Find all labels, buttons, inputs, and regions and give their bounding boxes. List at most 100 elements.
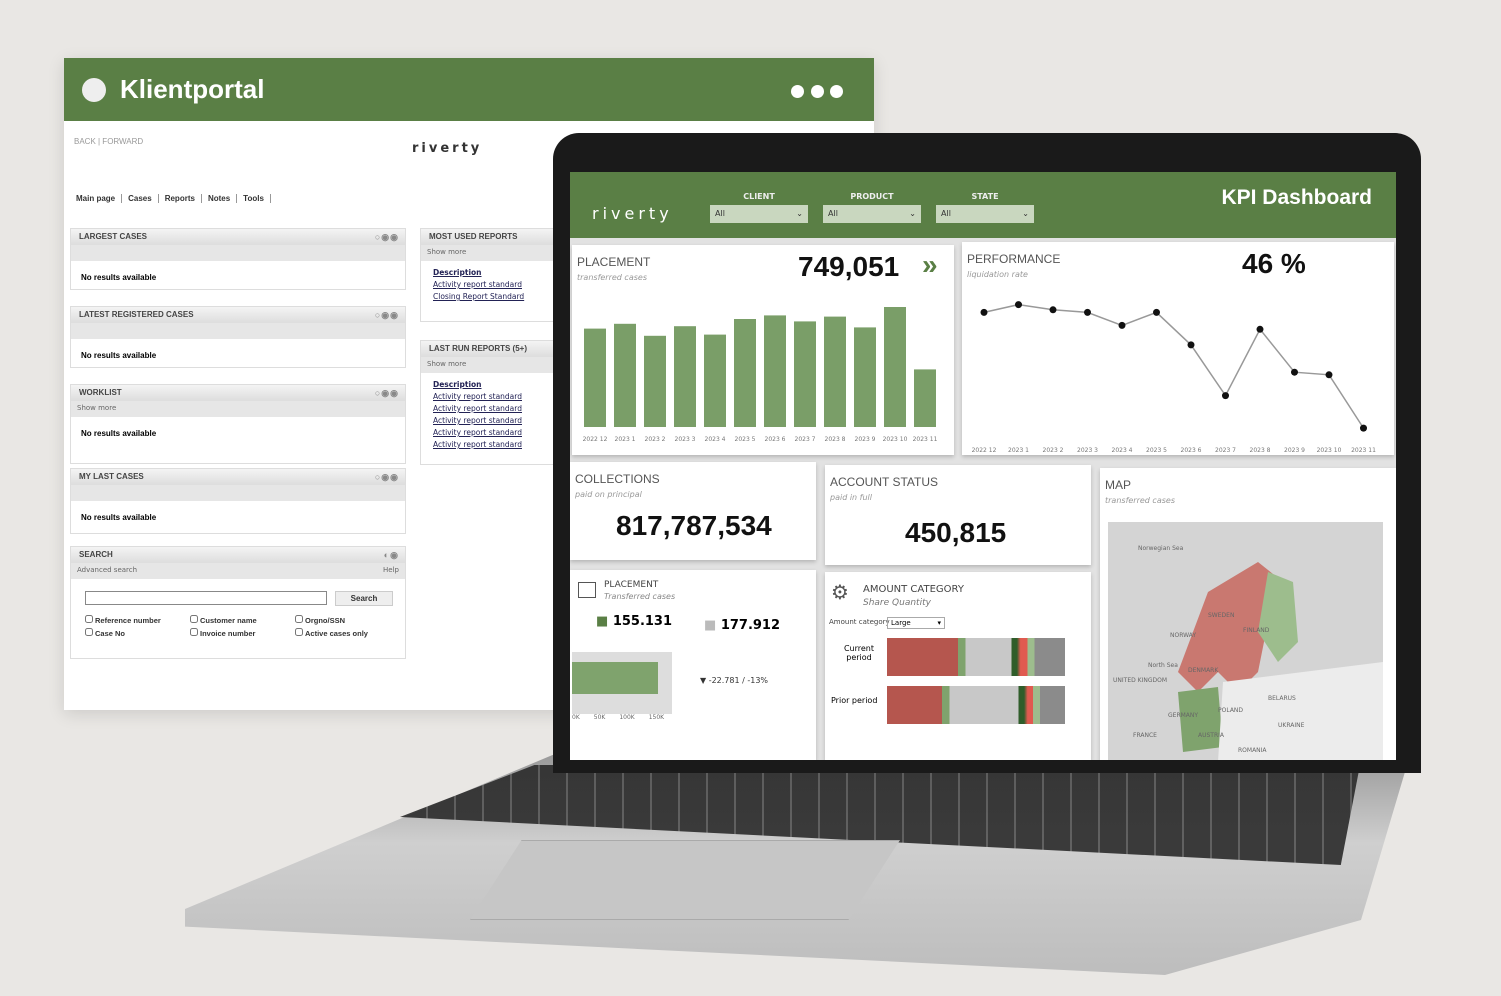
axis-tick: 50K — [593, 714, 606, 721]
x-tick-label: 2023 1 — [615, 436, 636, 443]
checkbox-customer-name[interactable]: Customer name — [190, 615, 295, 625]
report-link[interactable]: Activity report standard — [433, 428, 522, 437]
widget-my-last-cases: MY LAST CASES ○◉◉ No results available — [70, 468, 406, 534]
widget-title: WORKLIST — [79, 388, 122, 397]
search-title: SEARCH ◐◉ — [71, 547, 405, 563]
search-button[interactable]: Search — [335, 591, 393, 606]
advanced-search-link[interactable]: Advanced search — [77, 566, 138, 574]
checkbox-reference-number[interactable]: Reference number — [85, 615, 190, 625]
widget-controls-icon[interactable]: ○◉◉ — [374, 472, 399, 482]
most-used-reports: MOST USED REPORTS Show more Description A… — [420, 228, 554, 322]
menu-item-main-page[interactable]: Main page — [76, 194, 123, 203]
bar-2023-8 — [824, 316, 846, 427]
bar-2023-3 — [674, 326, 696, 427]
bar-2023-1 — [614, 323, 636, 427]
filter-product-select[interactable]: All ⌄ — [823, 205, 921, 223]
widget-title: LATEST REGISTERED CASES — [79, 310, 194, 319]
axis-tick: 150K — [648, 714, 665, 721]
help-link[interactable]: Help — [383, 566, 399, 574]
x-tick-label: 2023 1 — [1008, 447, 1029, 454]
report-link[interactable]: Activity report standard — [433, 404, 522, 413]
point-2023-5 — [1153, 308, 1160, 316]
last-run-reports: LAST RUN REPORTS (5+) Show more Descript… — [420, 340, 554, 465]
laptop-trackpad — [470, 840, 900, 920]
axis-tick: 0K — [572, 714, 580, 721]
amount-category-panel: ⚙ AMOUNT CATEGORY Share Quantity Amount … — [825, 572, 1091, 760]
europe-map[interactable]: Norwegian Sea SWEDEN NORWAY FINLAND North Se… — [1108, 522, 1383, 760]
checkbox-orgno-ssn[interactable]: Orgno/SSN — [295, 615, 395, 625]
show-more-link[interactable] — [71, 245, 405, 261]
axis-tick: 100K — [619, 714, 635, 721]
search-widget: SEARCH ◐◉ Advanced search Help Search Refe… — [70, 546, 406, 659]
chevron-down-icon: ⌄ — [1022, 209, 1029, 218]
placement-bar-chart: 2022 12 2023 1 2023 2 2023 3 2023 4 2023 5 202… — [583, 307, 938, 443]
x-tick-label: 2023 8 — [1250, 447, 1271, 454]
performance-line — [983, 303, 1365, 429]
x-tick-label: 2023 2 — [645, 436, 666, 443]
widget-worklist: WORKLIST ○◉◉ Show more No results available — [70, 384, 406, 464]
x-tick-label: 2023 9 — [855, 436, 876, 443]
show-more-link[interactable]: Show more — [421, 245, 553, 261]
collections-value: 817,787,534 — [616, 510, 772, 541]
report-link[interactable]: Closing Report Standard — [433, 292, 525, 301]
amount-category-select[interactable]: Large ▾ — [887, 617, 945, 629]
filter-state-select[interactable]: All ⌄ — [936, 205, 1034, 223]
show-more-link[interactable] — [71, 323, 405, 339]
chevron-down-icon: ⌄ — [909, 209, 916, 218]
point-2023-10 — [1325, 371, 1333, 379]
filter-client-select[interactable]: All ⌄ — [710, 205, 808, 223]
point-2023-11 — [1360, 424, 1367, 432]
more-icon[interactable] — [830, 85, 843, 98]
current-value: ■ 155.131 — [596, 614, 673, 629]
x-tick-label: 2023 11 — [1351, 447, 1376, 454]
widget-controls-icon[interactable]: ○◉◉ — [374, 388, 399, 398]
search-input[interactable] — [85, 591, 327, 605]
report-link[interactable]: Activity report standard — [433, 416, 522, 425]
map-label: North Sea — [1148, 662, 1178, 669]
bar-2023-2 — [644, 335, 666, 427]
filter-label: STATE — [971, 192, 999, 201]
show-more-link[interactable]: Show more — [421, 357, 553, 373]
drill-arrow-icon[interactable]: » — [922, 249, 938, 280]
riverty-logo: riverty — [592, 204, 673, 223]
more-icon[interactable] — [811, 85, 824, 98]
checkbox-invoice-number[interactable]: Invoice number — [190, 628, 295, 638]
menu-item-cases[interactable]: Cases — [128, 194, 159, 203]
checkbox-active-cases-only[interactable]: Active cases only — [295, 628, 395, 638]
widget-controls-icon[interactable]: ○◉◉ — [374, 310, 399, 320]
x-tick-label: 2023 4 — [705, 436, 726, 443]
map-label: FINLAND — [1243, 627, 1270, 634]
folder-icon — [578, 582, 596, 598]
report-link[interactable]: Activity report standard — [433, 440, 522, 449]
placement-current-bar — [572, 662, 658, 694]
widget-controls-icon[interactable]: ○◉◉ — [374, 232, 399, 242]
point-2023-4 — [1118, 321, 1126, 329]
filter-label: PRODUCT — [850, 192, 894, 201]
menu-item-reports[interactable]: Reports — [165, 194, 202, 203]
bar-2023-4 — [704, 334, 726, 427]
map-label: ROMANIA — [1238, 747, 1267, 754]
menu-item-tools[interactable]: Tools — [243, 194, 271, 203]
report-link[interactable]: Activity report standard — [433, 392, 522, 401]
map-label: POLAND — [1218, 707, 1243, 714]
x-tick-label: 2023 5 — [735, 436, 756, 443]
checkbox-case-no[interactable]: Case No — [85, 628, 190, 638]
widget-latest-registered-cases: LATEST REGISTERED CASES ○◉◉ No results ava… — [70, 306, 406, 368]
account-status-value: 450,815 — [905, 517, 1007, 548]
prior-period-bar — [887, 686, 1065, 724]
placement-small-panel: PLACEMENT Transferred cases ■ 155.131 ■ … — [570, 570, 816, 760]
portal-header: Klientportal — [64, 58, 874, 121]
x-tick-label: 2023 3 — [1077, 447, 1098, 454]
no-results-text: No results available — [81, 513, 157, 522]
description-header[interactable]: Description — [433, 380, 482, 389]
back-forward-nav[interactable]: BACK | FORWARD — [74, 137, 144, 146]
description-header[interactable]: Description — [433, 268, 482, 277]
report-link[interactable]: Activity report standard — [433, 280, 522, 289]
show-more-link[interactable] — [71, 485, 405, 501]
map-label: UKRAINE — [1278, 722, 1305, 729]
show-more-link[interactable]: Show more — [71, 401, 405, 417]
riverty-logo: riverty — [412, 141, 483, 156]
menu-item-notes[interactable]: Notes — [208, 194, 238, 203]
more-icon[interactable] — [791, 85, 804, 98]
x-tick-label: 2022 12 — [972, 447, 997, 454]
